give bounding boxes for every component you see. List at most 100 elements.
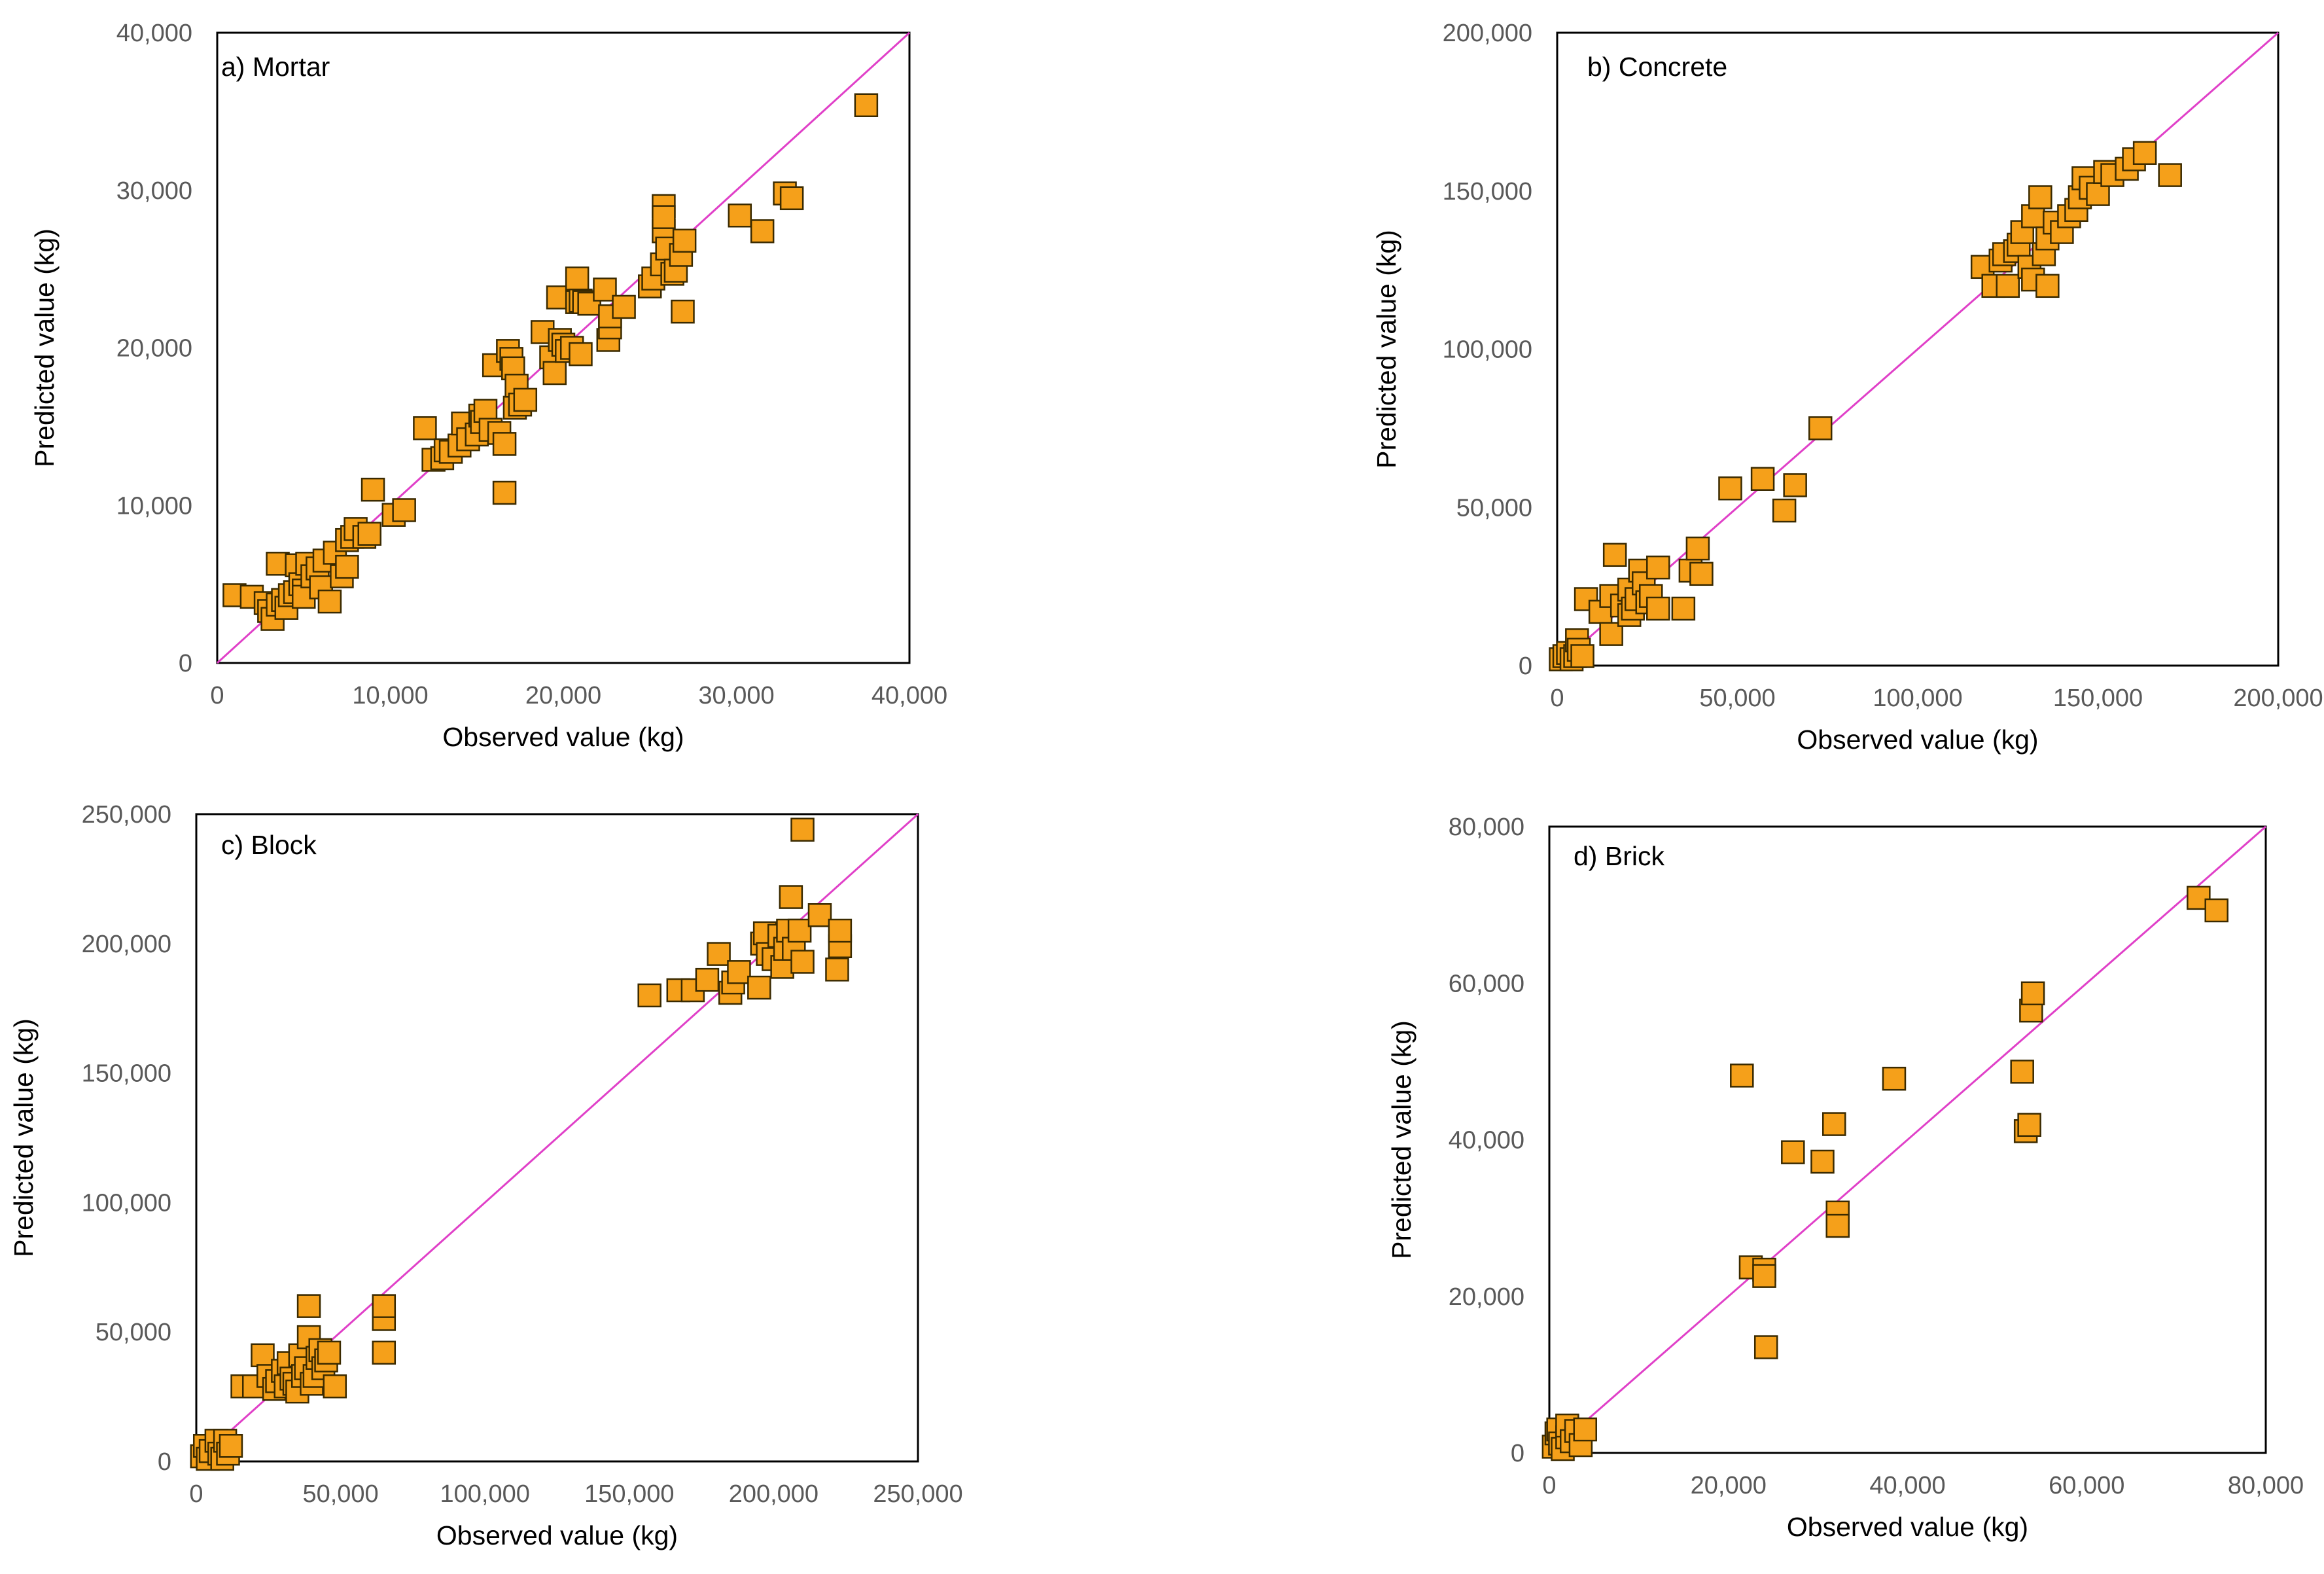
plot-frame (1548, 825, 2267, 1454)
data-point (1772, 498, 1797, 523)
data-point (637, 983, 661, 1008)
y-tick-label: 100,000 (1443, 336, 1532, 364)
x-tick-label: 100,000 (1873, 685, 1962, 712)
data-point (1685, 536, 1710, 561)
data-point (1810, 1149, 1835, 1174)
data-point (1718, 476, 1742, 501)
data-point (569, 342, 593, 367)
y-tick-label: 50,000 (96, 1319, 171, 1346)
panel-mortar: Observed value (kg) Predicted value (kg)… (29, 20, 947, 752)
y-axis-title: Predicted value (kg) (1371, 230, 1401, 469)
data-point (392, 498, 416, 522)
data-point (2187, 885, 2211, 910)
data-point (1753, 1335, 1778, 1359)
data-point (317, 1340, 342, 1365)
x-tick-label: 50,000 (302, 1480, 378, 1508)
data-point (1882, 1066, 1907, 1091)
data-point (565, 266, 590, 291)
data-point (1808, 416, 1833, 440)
data-point (1783, 473, 1807, 497)
reference-line (1549, 825, 2266, 1454)
data-point (361, 477, 385, 502)
y-tick-label: 150,000 (82, 1060, 171, 1088)
y-axis-title: Predicted value (kg) (9, 1018, 39, 1257)
data-point (1750, 467, 1775, 491)
y-tick-label: 20,000 (1449, 1283, 1524, 1311)
y-axis-title: Predicted value (kg) (1386, 1020, 1417, 1259)
x-tick-label: 0 (1550, 685, 1564, 712)
data-point (825, 957, 849, 982)
data-point (1730, 1064, 1754, 1088)
data-point (1646, 596, 1670, 621)
data-point (612, 295, 636, 319)
plot-frame (195, 813, 919, 1463)
x-tick-label: 0 (1542, 1472, 1556, 1499)
y-tick-label: 20,000 (116, 335, 192, 363)
data-point (1602, 543, 1627, 567)
data-point (251, 1343, 275, 1368)
x-tick-label: 200,000 (729, 1480, 819, 1508)
data-point (2132, 141, 2157, 165)
data-point (727, 960, 751, 984)
x-tick-label: 150,000 (584, 1480, 674, 1508)
data-point (513, 387, 538, 412)
data-point (323, 1374, 347, 1399)
x-tick-label: 10,000 (352, 682, 428, 709)
x-tick-label: 40,000 (1869, 1472, 1945, 1499)
panel-title: a) Mortar (221, 52, 330, 82)
y-tick-label: 0 (179, 650, 192, 677)
data-point (671, 299, 695, 324)
data-point (787, 918, 812, 943)
data-point (707, 942, 731, 966)
data-point (790, 817, 815, 842)
data-point (1781, 1140, 1805, 1164)
data-point (1570, 644, 1594, 668)
y-tick-label: 60,000 (1449, 970, 1524, 997)
x-tick-label: 50,000 (1699, 685, 1775, 712)
x-axis-title: Observed value (kg) (1797, 724, 2038, 755)
y-tick-label: 200,000 (82, 931, 171, 958)
data-point (652, 205, 676, 229)
y-tick-label: 30,000 (116, 177, 192, 205)
x-axis-title: Observed value (kg) (436, 1520, 678, 1550)
x-tick-label: 100,000 (440, 1480, 530, 1508)
data-point (2158, 163, 2182, 187)
y-tick-label: 0 (1519, 653, 1532, 680)
data-point (1573, 1417, 1597, 1442)
x-tick-label: 30,000 (698, 682, 774, 709)
x-tick-label: 0 (189, 1480, 203, 1508)
data-point (854, 93, 879, 117)
data-point (577, 291, 601, 316)
data-point (296, 1294, 321, 1318)
data-point (779, 885, 803, 909)
x-axis-title: Observed value (kg) (1787, 1512, 2028, 1542)
y-tick-label: 100,000 (82, 1189, 171, 1217)
x-tick-label: 20,000 (1691, 1472, 1767, 1499)
x-tick-label: 80,000 (2228, 1472, 2304, 1499)
x-tick-label: 20,000 (525, 682, 601, 709)
data-point (672, 228, 697, 253)
data-point (2028, 185, 2052, 209)
data-point (1671, 596, 1696, 621)
x-tick-label: 0 (210, 682, 224, 709)
x-tick-label: 150,000 (2053, 685, 2143, 712)
data-point (750, 219, 775, 243)
data-point (1996, 274, 2020, 298)
y-tick-label: 10,000 (116, 492, 192, 520)
y-tick-label: 200,000 (1443, 20, 1532, 47)
data-point (542, 361, 567, 385)
data-point (492, 480, 517, 505)
data-point (695, 967, 720, 992)
data-point (335, 554, 359, 579)
data-point (728, 204, 752, 228)
panel-title: d) Brick (1574, 841, 1664, 871)
y-tick-label: 50,000 (1456, 494, 1532, 522)
y-tick-label: 250,000 (82, 801, 171, 829)
data-point (1646, 555, 1670, 580)
data-point (807, 903, 832, 927)
data-point (2010, 1060, 2034, 1084)
x-tick-label: 250,000 (873, 1480, 962, 1508)
data-point (492, 432, 517, 456)
